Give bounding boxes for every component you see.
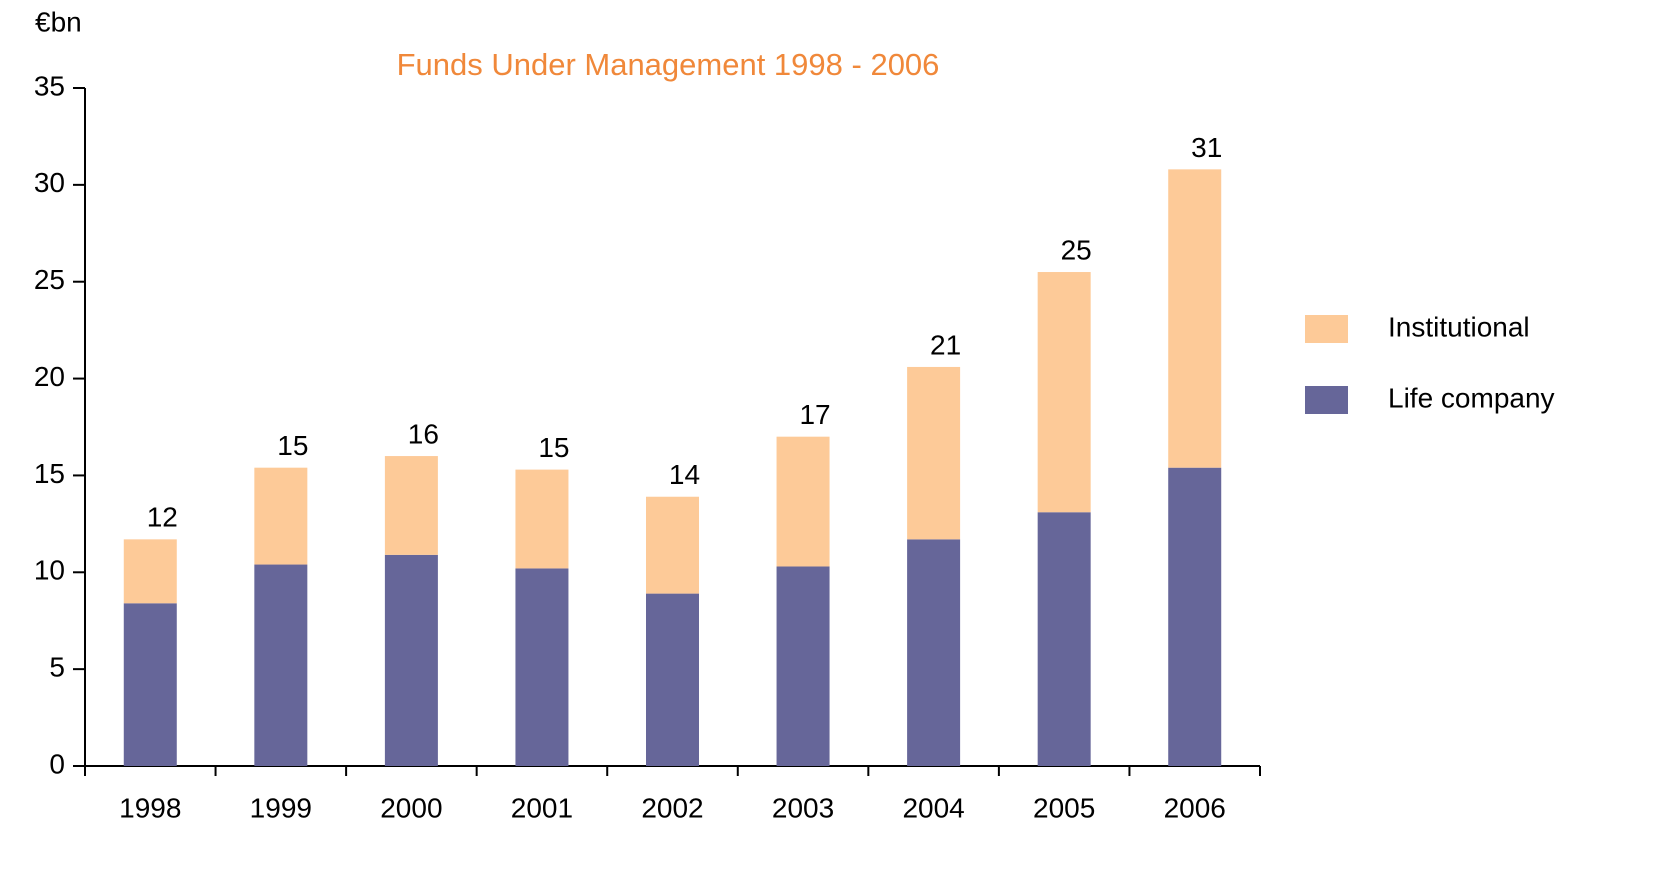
legend-label: Life company bbox=[1388, 382, 1555, 413]
bar-segment bbox=[907, 539, 961, 766]
y-tick-label: 25 bbox=[34, 264, 65, 295]
total-label: 31 bbox=[1191, 132, 1222, 163]
bar-segment bbox=[254, 467, 308, 565]
x-tick-label: 2002 bbox=[641, 792, 703, 823]
x-tick-label: 2004 bbox=[902, 792, 964, 823]
x-tick-label: 2003 bbox=[772, 792, 834, 823]
y-tick-label: 0 bbox=[49, 748, 65, 779]
x-tick-label: 1999 bbox=[250, 792, 312, 823]
total-label: 25 bbox=[1061, 234, 1092, 265]
total-label: 17 bbox=[799, 399, 830, 430]
chart-title: Funds Under Management 1998 - 2006 bbox=[397, 47, 940, 82]
y-tick-label: 20 bbox=[34, 361, 65, 392]
bar-segment bbox=[123, 603, 177, 766]
x-tick-label: 2005 bbox=[1033, 792, 1095, 823]
total-label: 15 bbox=[277, 430, 308, 461]
total-label: 16 bbox=[408, 418, 439, 449]
bar-segment bbox=[907, 366, 961, 540]
total-label: 12 bbox=[147, 502, 178, 533]
bar-segment bbox=[123, 539, 177, 604]
legend-label: Institutional bbox=[1388, 311, 1530, 342]
y-tick-label: 15 bbox=[34, 458, 65, 489]
bar-segment bbox=[1037, 272, 1091, 513]
bar-segment bbox=[646, 496, 699, 594]
y-unit: €bn bbox=[35, 6, 82, 37]
bar-segment bbox=[646, 593, 699, 766]
total-label: 21 bbox=[930, 329, 961, 360]
y-tick-label: 5 bbox=[49, 652, 65, 683]
total-label: 15 bbox=[538, 432, 569, 463]
bar-segment bbox=[776, 436, 830, 567]
x-tick-label: 2001 bbox=[511, 792, 573, 823]
y-tick-label: 10 bbox=[34, 555, 65, 586]
x-tick-label: 2006 bbox=[1164, 792, 1226, 823]
legend-swatch bbox=[1305, 315, 1348, 343]
y-tick-label: 35 bbox=[34, 70, 65, 101]
bar-segment bbox=[254, 564, 308, 766]
bar-segment bbox=[384, 554, 438, 766]
x-tick-label: 1998 bbox=[119, 792, 181, 823]
bar-segment bbox=[1168, 467, 1222, 766]
x-tick-label: 2000 bbox=[380, 792, 442, 823]
bar-segment bbox=[1037, 512, 1091, 766]
bar-segment bbox=[1168, 169, 1222, 468]
y-tick-label: 30 bbox=[34, 167, 65, 198]
bar-segment bbox=[776, 566, 830, 766]
bar-segment bbox=[515, 469, 569, 569]
total-label: 14 bbox=[669, 459, 700, 490]
legend-swatch bbox=[1305, 386, 1348, 414]
bar-segment bbox=[384, 456, 438, 555]
bar-segment bbox=[515, 568, 569, 766]
